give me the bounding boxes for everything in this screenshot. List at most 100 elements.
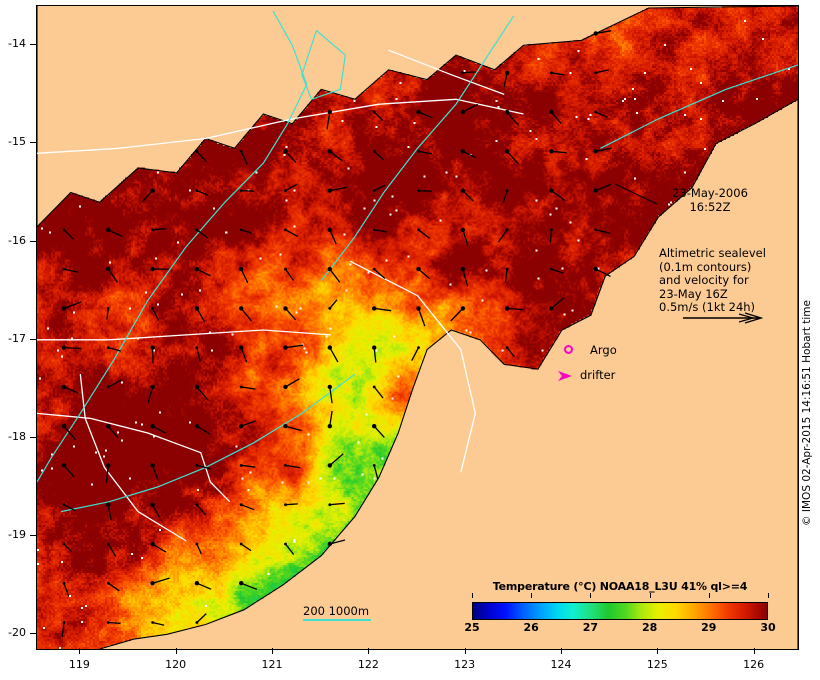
colorbar: Temperature (°C) NOAA18_L3U 41% ql>=4 25… bbox=[464, 580, 775, 635]
velocity-vector-origin bbox=[504, 149, 510, 154]
velocity-vector-origin bbox=[550, 267, 553, 271]
velocity-vector bbox=[462, 103, 479, 113]
velocity-vector bbox=[418, 111, 433, 119]
colorbar-tick-marks bbox=[472, 593, 769, 599]
velocity-vector-origin bbox=[284, 228, 287, 232]
velocity-vector-origin bbox=[150, 463, 155, 468]
velocity-vector bbox=[240, 504, 255, 511]
altimetry-annotation: Altimetric sealevel (0.1m contours) and … bbox=[659, 246, 766, 314]
velocity-vector-origin bbox=[62, 503, 66, 507]
sealevel-contour-path bbox=[349, 260, 476, 473]
velocity-vector bbox=[142, 190, 154, 203]
x-tick-label: 122 bbox=[357, 658, 379, 671]
velocity-vector-origin bbox=[195, 346, 199, 349]
velocity-vector bbox=[106, 308, 109, 320]
velocity-vector-origin bbox=[593, 188, 598, 193]
velocity-vector bbox=[196, 613, 207, 623]
x-tick-mark bbox=[753, 648, 755, 654]
velocity-vector bbox=[152, 577, 170, 584]
velocity-vector bbox=[462, 190, 474, 202]
velocity-vector bbox=[329, 453, 344, 466]
velocity-vector bbox=[285, 183, 298, 192]
y-tick-mark bbox=[30, 633, 36, 635]
velocity-vector bbox=[108, 229, 123, 238]
velocity-vector-origin bbox=[460, 149, 465, 154]
velocity-vector bbox=[506, 111, 519, 126]
velocity-vector-origin bbox=[283, 424, 288, 429]
y-tick-mark bbox=[30, 142, 36, 144]
velocity-vector-origin bbox=[327, 345, 332, 350]
velocity-vector-origin bbox=[150, 581, 155, 586]
velocity-vector bbox=[63, 301, 82, 310]
velocity-vector-origin bbox=[283, 149, 288, 154]
velocity-vector-origin bbox=[239, 228, 243, 232]
velocity-vector-origin bbox=[239, 189, 243, 193]
y-tick-label: -18 bbox=[8, 429, 26, 443]
velocity-vector-origin bbox=[504, 306, 510, 311]
velocity-vector bbox=[63, 425, 76, 441]
velocity-vector-origin bbox=[372, 228, 376, 232]
velocity-vector-origin bbox=[62, 267, 66, 271]
velocity-vector bbox=[504, 269, 508, 283]
sealevel-contour-path bbox=[79, 374, 187, 542]
velocity-vector bbox=[107, 543, 117, 557]
velocity-vector-origin bbox=[328, 503, 332, 507]
velocity-vector-origin bbox=[195, 621, 199, 624]
velocity-vector bbox=[329, 299, 338, 309]
velocity-vector-origin bbox=[106, 266, 111, 272]
velocity-vector-origin bbox=[460, 109, 465, 115]
velocity-vector bbox=[196, 268, 211, 277]
velocity-vector-origin bbox=[239, 503, 243, 507]
velocity-vector bbox=[240, 347, 248, 363]
velocity-vector-origin bbox=[239, 266, 244, 272]
velocity-vector-origin bbox=[327, 463, 332, 468]
velocity-vector bbox=[506, 347, 515, 358]
velocity-vector bbox=[329, 386, 333, 404]
velocity-vector bbox=[373, 184, 386, 192]
velocity-vector bbox=[285, 464, 301, 469]
velocity-vector bbox=[373, 425, 385, 438]
velocity-vector-origin bbox=[504, 70, 510, 76]
velocity-vector-origin bbox=[505, 228, 509, 232]
map-plot-area[interactable] bbox=[36, 5, 799, 650]
velocity-vector-origin bbox=[239, 149, 243, 153]
velocity-vector-origin bbox=[372, 189, 376, 193]
colorbar-title: Temperature (°C) NOAA18_L3U 41% ql>=4 bbox=[492, 580, 748, 593]
sealevel-contour-path bbox=[37, 329, 331, 341]
velocity-vector-origin bbox=[150, 345, 155, 350]
velocity-vector-origin bbox=[194, 306, 200, 311]
velocity-vector-origin bbox=[284, 542, 287, 546]
velocity-vector-origin bbox=[594, 71, 598, 75]
velocity-vector-origin bbox=[416, 266, 421, 272]
bathymetry-legend: 200 1000m bbox=[303, 604, 371, 621]
velocity-vector bbox=[196, 582, 212, 590]
velocity-vector-origin bbox=[417, 149, 420, 153]
velocity-vector bbox=[462, 150, 477, 159]
velocity-vector bbox=[550, 297, 565, 309]
velocity-vector bbox=[329, 229, 337, 245]
velocity-vector-origin bbox=[239, 424, 244, 429]
velocity-vector bbox=[551, 268, 564, 274]
velocity-vector-origin bbox=[461, 71, 465, 75]
velocity-vector-origin bbox=[417, 228, 420, 232]
velocity-vector-origin bbox=[594, 228, 598, 232]
velocity-vector-origin bbox=[195, 189, 199, 193]
velocity-vector bbox=[240, 420, 256, 427]
velocity-vector-origin bbox=[62, 621, 66, 624]
velocity-vector-origin bbox=[460, 188, 465, 193]
datestamp-annotation: 23-May-2006 16:52Z bbox=[672, 186, 748, 214]
velocity-vector-origin bbox=[372, 345, 377, 350]
velocity-vector-origin bbox=[372, 424, 377, 429]
bathymetry-legend-line bbox=[303, 619, 371, 621]
velocity-vector bbox=[507, 307, 523, 311]
x-tick-mark bbox=[272, 648, 273, 654]
velocity-vector bbox=[417, 308, 426, 327]
velocity-vector bbox=[329, 539, 346, 545]
velocity-vector bbox=[550, 111, 562, 125]
velocity-vector-origin bbox=[61, 424, 67, 429]
velocity-vector-origin bbox=[106, 463, 111, 468]
x-tick-label: 120 bbox=[165, 658, 187, 671]
velocity-vector-origin bbox=[327, 227, 332, 232]
velocity-vector-origin bbox=[505, 189, 509, 193]
velocity-vector-origin bbox=[283, 306, 288, 311]
